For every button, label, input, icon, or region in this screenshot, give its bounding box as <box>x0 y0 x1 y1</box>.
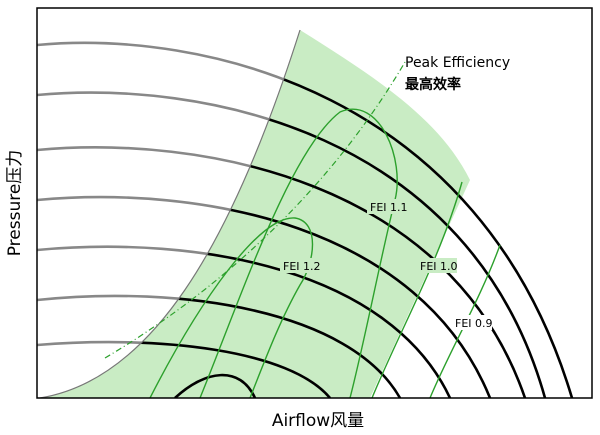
fei-1.0-contour <box>371 181 463 398</box>
peak-efficiency-label-cn: 最高效率 <box>405 76 461 93</box>
stall-line <box>39 29 301 398</box>
peak-efficiency-line <box>104 61 406 359</box>
fei-label: FEI 1.1 <box>370 201 408 214</box>
plot-frame <box>36 7 593 399</box>
fei-1.2-contour <box>149 217 314 398</box>
fei-label: FEI 1.0 <box>420 260 458 273</box>
peak-efficiency-label: Peak Efficiency <box>405 55 510 71</box>
label-bg <box>280 258 320 273</box>
label-bg <box>367 199 407 214</box>
fei-label: FEI 1.2 <box>283 260 321 273</box>
y-axis-label: Pressure压力 <box>5 150 25 257</box>
plot-area <box>37 29 574 398</box>
x-axis-label: Airflow风量 <box>272 411 364 431</box>
fei-label: FEI 0.9 <box>455 317 493 330</box>
fei-1.1-contour <box>199 108 398 398</box>
fan-curves <box>40 41 574 398</box>
label-bg <box>452 315 492 330</box>
label-bg <box>417 258 457 273</box>
